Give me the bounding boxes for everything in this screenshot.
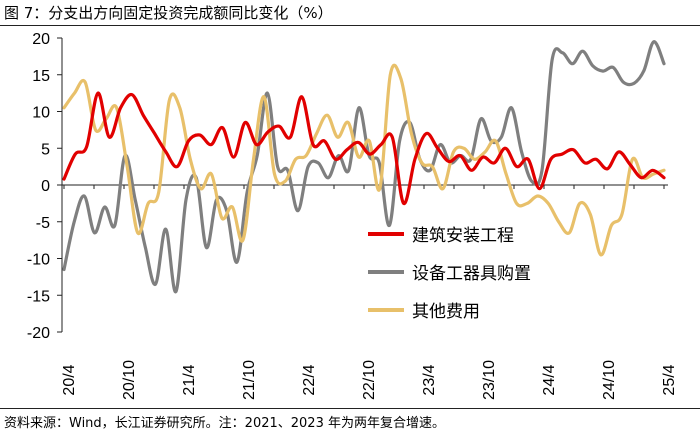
title-divider — [0, 25, 700, 26]
y-axis: 20 15 10 5 0 -5 -10 -15 -20 — [27, 31, 63, 342]
y-tick-label: -5 — [36, 215, 50, 232]
x-tick-label: 21/4 — [181, 364, 198, 395]
x-tick-label: 21/10 — [241, 360, 258, 400]
legend-label-1: 建筑安装工程 — [412, 226, 514, 246]
series-line-1 — [62, 91, 666, 206]
y-tick-label: 20 — [32, 31, 50, 48]
x-tick-label: 22/4 — [301, 364, 318, 395]
x-tick-label: 25/4 — [661, 364, 678, 395]
x-tick-label: 24/10 — [601, 360, 618, 400]
y-tick-label: 15 — [32, 68, 50, 85]
y-tick-label: -10 — [27, 252, 50, 269]
y-tick-label: -20 — [27, 325, 50, 342]
x-tick-label: 20/4 — [61, 364, 78, 395]
y-tick-label: 0 — [41, 178, 50, 195]
legend-label-3: 其他费用 — [412, 302, 480, 322]
line-chart: 20 15 10 5 0 -5 -10 -15 -20 20/4 20/10 21/4 21/10 22… — [27, 31, 678, 400]
legend-label-2: 设备工器具购置 — [412, 264, 531, 284]
series-lines — [62, 40, 666, 294]
x-tick-label: 22/10 — [361, 360, 378, 400]
y-tick-label: 10 — [32, 105, 50, 122]
chart-title: 图 7：分支出方向固定投资完成额同比变化（%） — [4, 4, 333, 22]
source-note: 资料来源：Wind，长江证券研究所。注：2021、2023 年为两年复合增速。 — [4, 416, 445, 431]
footer-divider — [0, 408, 700, 409]
x-tick-label: 23/10 — [481, 360, 498, 400]
y-tick-label: -15 — [27, 288, 50, 305]
x-tick-label: 20/10 — [121, 360, 138, 400]
x-tick-label: 24/4 — [541, 364, 558, 395]
series-line-3 — [62, 63, 666, 257]
series-line-2 — [62, 40, 666, 294]
y-tick-label: 5 — [41, 141, 50, 158]
x-axis: 20/4 20/10 21/4 21/10 22/4 22/10 23/4 23/10 24/4… — [61, 184, 678, 400]
x-tick-label: 23/4 — [421, 364, 438, 395]
